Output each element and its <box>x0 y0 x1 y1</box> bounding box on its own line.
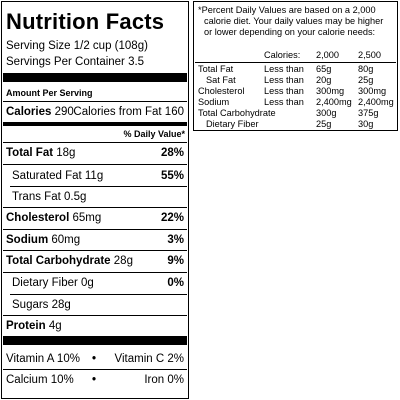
dv-row-qualifier: Less than <box>264 97 304 107</box>
dv-row-2500: 30g <box>358 119 374 129</box>
dv-row-name: Total Carbohydrate <box>198 108 276 118</box>
nutrient-amount: 28g <box>113 255 133 267</box>
divider <box>3 272 187 273</box>
dv-row-2500: 80g <box>358 64 374 74</box>
footnote-text: *Percent Daily Values are based on a 2,0… <box>198 5 396 38</box>
nutrient-name: Trans Fat <box>12 191 61 203</box>
servings-per-container: Servings Per Container 3.5 <box>6 56 145 68</box>
nutrient-amount: 65mg <box>72 212 102 224</box>
table-divider <box>195 62 396 63</box>
nutrient-row-total-carbohydrate: Total Carbohydrate 28g 9% <box>6 254 184 268</box>
nutrient-name: Cholesterol <box>6 212 70 224</box>
nutrient-row-dietary-fiber: Dietary Fiber 0g 0% <box>12 276 184 290</box>
nutrient-row-protein: Protein 4g <box>6 319 184 333</box>
thick-divider <box>3 73 187 82</box>
nutrient-row-sugars: Sugars 28g <box>12 298 184 312</box>
nutrient-name: Total Fat <box>6 147 54 159</box>
footnote-line: or lower depending on your calorie needs… <box>204 27 376 37</box>
divider <box>3 229 187 230</box>
divider <box>10 186 187 187</box>
nutrient-row-saturated-fat: Saturated Fat 11g 55% <box>12 169 184 183</box>
nutrient-percent: 22% <box>160 212 184 224</box>
dv-row-2500: 300mg <box>358 86 387 96</box>
nutrient-name: Saturated Fat <box>12 170 82 182</box>
footnote-line: *Percent Daily Values are based on a 2,0… <box>198 5 376 15</box>
nutrient-percent: 9% <box>167 255 184 267</box>
nutrient-percent: 3% <box>167 234 184 246</box>
nutrient-amount: 11g <box>84 170 104 182</box>
nutrient-row-total-fat: Total Fat 18g 28% <box>6 146 184 160</box>
nutrient-amount: 18g <box>56 147 76 159</box>
thick-divider <box>3 336 187 345</box>
dv-row-name: Sodium <box>198 97 230 107</box>
serving-size: Serving Size 1/2 cup (108g) <box>6 40 148 52</box>
nutrient-amount: 28g <box>51 299 71 311</box>
dv-row-2000: 20g <box>316 75 332 85</box>
dv-row-2000: 25g <box>316 119 332 129</box>
nutrition-facts-label: Nutrition Facts Serving Size 1/2 cup (10… <box>1 1 189 399</box>
amount-per-serving: Amount Per Serving <box>6 88 93 98</box>
daily-values-footnote: *Percent Daily Values are based on a 2,0… <box>193 1 398 131</box>
footnote-line: calorie diet. Your daily values may be h… <box>204 16 384 26</box>
nutrient-percent: 0% <box>167 277 184 289</box>
nutrient-row-cholesterol: Cholesterol 65mg 22% <box>6 211 184 225</box>
dv-row-name: Sat Fat <box>206 75 236 85</box>
nutrient-amount: 0g <box>81 277 94 289</box>
dv-row-2500: 375g <box>358 108 379 118</box>
calories-from-fat: Calories from Fat 160 <box>73 106 184 118</box>
divider <box>3 142 187 143</box>
divider <box>3 369 187 370</box>
dv-row-qualifier: Less than <box>264 86 304 96</box>
calories-header: Calories: <box>264 50 301 60</box>
daily-value-header: % Daily Value* <box>123 129 185 139</box>
divider <box>3 250 187 251</box>
nutrient-row-trans-fat: Trans Fat 0.5g <box>12 190 184 204</box>
dv-row-name: Dietary Fiber <box>206 119 259 129</box>
divider <box>3 315 187 316</box>
divider <box>3 101 187 102</box>
dv-row-2500: 25g <box>358 75 374 85</box>
dv-row-qualifier: Less than <box>264 75 304 85</box>
bullet-separator: • <box>92 374 97 386</box>
vitamin-c: Vitamin C 2% <box>114 353 184 365</box>
dv-row-2000: 65g <box>316 64 332 74</box>
nutrient-amount: 4g <box>48 320 62 332</box>
nutrient-percent: 55% <box>160 170 184 182</box>
divider <box>3 207 187 208</box>
dv-row-name: Cholesterol <box>198 86 245 96</box>
calories-label: Calories <box>6 106 52 118</box>
nutrient-name: Sodium <box>6 234 49 246</box>
divider <box>3 164 187 165</box>
nutrient-row-sodium: Sodium 60mg 3% <box>6 233 184 247</box>
vitamin-a: Vitamin A 10% <box>6 353 80 365</box>
bullet-separator: • <box>92 353 97 365</box>
dv-row-name: Total Fat <box>198 64 234 74</box>
nutrient-name: Protein <box>6 320 46 332</box>
column-2500: 2,500 <box>358 50 381 60</box>
label-title: Nutrition Facts <box>6 9 165 34</box>
nutrient-name: Dietary Fiber <box>12 277 78 289</box>
dv-row-2000: 300g <box>316 108 337 118</box>
iron: Iron 0% <box>144 374 184 386</box>
medium-divider <box>3 122 187 126</box>
calories-value: 290 <box>54 106 74 118</box>
nutrient-amount: 60mg <box>51 234 81 246</box>
dv-row-qualifier: Less than <box>264 64 304 74</box>
nutrient-name: Total Carbohydrate <box>6 255 111 267</box>
calories-row: Calories 290 Calories from Fat 160 <box>6 105 184 119</box>
dv-row-2500: 2,400mg <box>358 97 394 107</box>
dv-row-2000: 2,400mg <box>316 97 352 107</box>
dv-row-2000: 300mg <box>316 86 345 96</box>
column-2000: 2,000 <box>316 50 339 60</box>
nutrient-name: Sugars <box>12 299 49 311</box>
nutrient-amount: 0.5g <box>63 191 87 203</box>
divider <box>10 294 187 295</box>
calcium: Calcium 10% <box>6 374 74 386</box>
nutrient-percent: 28% <box>160 147 184 159</box>
